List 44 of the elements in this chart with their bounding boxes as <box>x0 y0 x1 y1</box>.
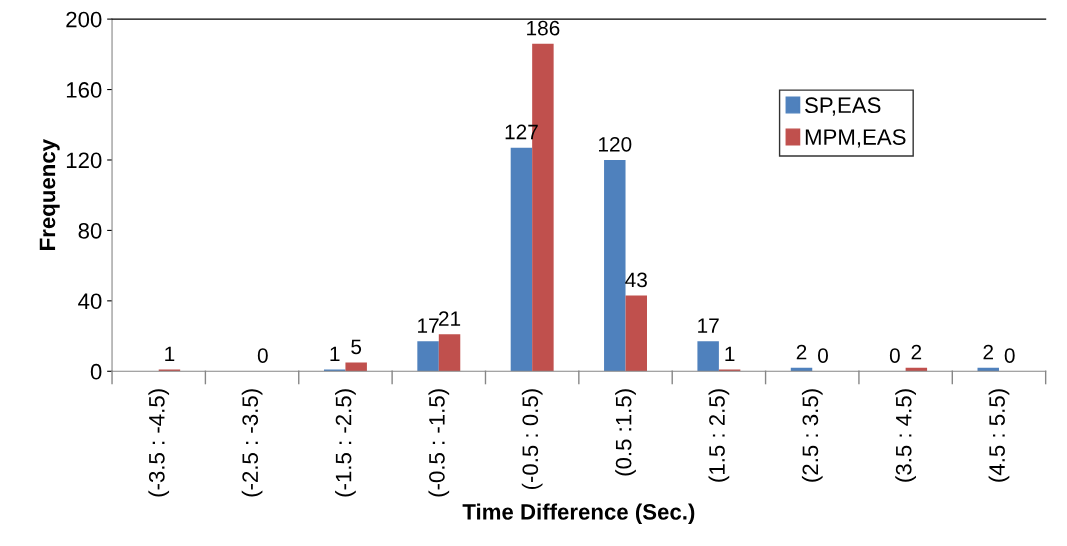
x-tick-label: (-0.5 : -1.5) <box>428 389 450 497</box>
bar <box>625 295 647 372</box>
data-label: 186 <box>527 20 560 36</box>
data-label: 0 <box>818 348 828 363</box>
y-axis-title: Frequency <box>39 139 60 250</box>
data-label: 1 <box>330 346 340 362</box>
data-label: 0 <box>257 348 268 363</box>
data-label: 17 <box>698 318 719 333</box>
bar <box>604 159 626 372</box>
y-tick-label: 160 <box>66 82 102 98</box>
y-tick-label: 200 <box>66 11 102 28</box>
bar <box>417 341 439 372</box>
x-tick-label: (0.5 :1.5) <box>615 389 636 476</box>
y-tick-label: 0 <box>90 363 102 380</box>
x-tick-label: (1.5 : 2.5) <box>708 389 730 482</box>
x-tick-label: (2.5 : 3.5) <box>801 389 823 482</box>
legend-label: MPM,EAS <box>805 129 906 148</box>
bar <box>438 334 461 372</box>
data-label: 2 <box>796 344 807 360</box>
x-tick-label: (-3.5 : -4.5) <box>148 389 170 497</box>
y-tick-label: 80 <box>78 222 102 239</box>
x-tick-label: (-2.5 : -3.5) <box>241 389 263 497</box>
data-label: 43 <box>625 272 647 288</box>
data-label: 2 <box>911 344 922 360</box>
legend-label: SP,EAS <box>805 97 881 116</box>
data-label: 5 <box>351 339 362 355</box>
data-label: 2 <box>983 344 993 360</box>
y-tick-label: 40 <box>78 293 102 310</box>
x-tick-label: (3.5 : 4.5) <box>895 389 916 482</box>
x-axis-title: Time Difference (Sec.) <box>462 503 695 525</box>
data-label: 0 <box>889 348 900 363</box>
y-tick-label: 120 <box>66 152 102 169</box>
bar <box>345 362 367 372</box>
data-label: 120 <box>599 136 632 152</box>
data-label: 17 <box>418 318 439 333</box>
bar <box>510 147 533 372</box>
x-tick-label: (-1.5 : -2.5) <box>335 389 356 497</box>
data-label: 0 <box>1004 348 1015 363</box>
x-tick-label: (-0.5 : 0.5) <box>521 389 543 490</box>
bar <box>697 341 719 372</box>
data-label: 1 <box>725 346 735 362</box>
data-label: 21 <box>439 311 461 326</box>
data-label: 1 <box>165 346 175 362</box>
x-tick-label: (4.5 : 5.5) <box>988 389 1010 482</box>
